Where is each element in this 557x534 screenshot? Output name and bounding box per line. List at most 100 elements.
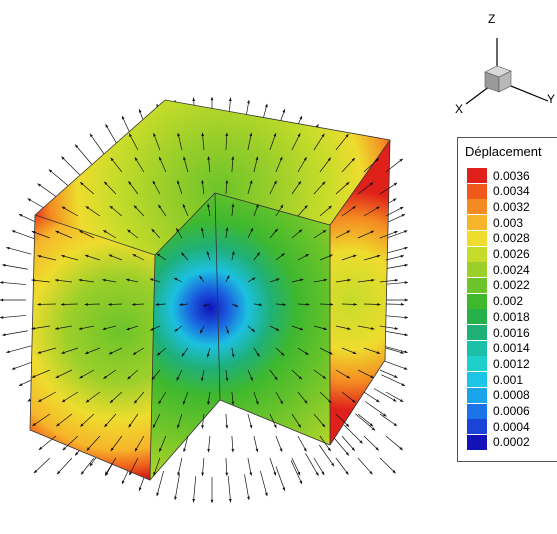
vector-head xyxy=(84,302,88,306)
vector-head xyxy=(345,452,349,456)
legend-entry: 0.0006 xyxy=(467,403,530,419)
vector-head xyxy=(404,333,408,337)
vector-head xyxy=(255,156,259,161)
vector-head xyxy=(159,156,162,161)
vector-head xyxy=(38,446,43,450)
vector-head xyxy=(108,351,113,355)
vector-head xyxy=(279,448,283,452)
vector-head xyxy=(370,375,374,378)
vector-head xyxy=(121,480,125,484)
vector-head xyxy=(231,203,235,208)
legend-entry: 0.0002 xyxy=(467,434,530,450)
legend-swatch xyxy=(467,340,487,356)
vector-head xyxy=(321,133,325,138)
vector-shaft xyxy=(363,435,380,451)
vector-head xyxy=(207,448,211,453)
vector-head xyxy=(404,315,408,319)
vector-head xyxy=(247,100,250,104)
vector-head xyxy=(61,254,65,258)
right-outer-face xyxy=(330,140,390,445)
vector-head xyxy=(38,398,42,402)
vector-shaft xyxy=(80,457,95,475)
vector-head xyxy=(32,422,36,426)
vector-head xyxy=(0,298,4,302)
vector-head xyxy=(86,447,90,451)
vector-head xyxy=(200,227,204,231)
vector-head xyxy=(303,447,307,452)
vector-head xyxy=(79,375,83,379)
legend-swatch xyxy=(467,293,487,309)
vector-head xyxy=(85,351,89,354)
vector-head xyxy=(322,375,327,379)
vector-head xyxy=(331,462,335,467)
vector-head xyxy=(206,251,210,255)
vector-head xyxy=(328,205,332,209)
legend-entry: 0.0036 xyxy=(467,168,530,183)
vector-head xyxy=(328,399,332,404)
vector-shaft xyxy=(48,169,69,187)
vector-head xyxy=(157,352,161,356)
vector-head xyxy=(75,144,79,148)
vector-head xyxy=(181,353,185,357)
vector-head xyxy=(0,315,4,319)
vector-head xyxy=(276,278,280,282)
vector-head xyxy=(400,351,404,354)
legend-swatch xyxy=(467,309,487,325)
vector-head xyxy=(129,471,133,476)
vector-head xyxy=(207,203,210,208)
vector-head xyxy=(249,180,253,184)
vector-head xyxy=(370,327,375,330)
vector-head xyxy=(179,303,183,307)
legend-entry: 0.0018 xyxy=(467,309,530,325)
vector-head xyxy=(159,448,162,452)
vector-head xyxy=(18,214,23,217)
legend-value: 0.0024 xyxy=(493,262,530,277)
legend-swatch xyxy=(467,403,487,419)
vector-head xyxy=(306,303,310,306)
vector-head xyxy=(210,499,214,503)
vector-head xyxy=(226,275,230,279)
vector-head xyxy=(85,399,90,403)
vector-head xyxy=(404,298,408,302)
color-legend: Déplacement 0.0036 0.0034 0.0032 0.003 0.002… xyxy=(457,137,557,462)
vector-head xyxy=(108,302,112,306)
vector-shaft xyxy=(56,413,73,427)
vector-head xyxy=(201,472,205,476)
vector-shaft xyxy=(379,369,398,378)
vector-head xyxy=(2,263,6,267)
legend-swatch xyxy=(467,168,487,183)
legend-value: 0.0032 xyxy=(493,199,530,214)
vector-head xyxy=(80,182,84,186)
vector-head xyxy=(78,327,83,330)
legend-value: 0.0008 xyxy=(493,388,530,403)
vector-shaft xyxy=(364,401,387,417)
vector-head xyxy=(327,157,331,162)
vector-shaft xyxy=(56,457,73,475)
vector-head xyxy=(176,228,180,232)
vector-head xyxy=(345,134,349,138)
vector-head xyxy=(153,133,156,137)
legend-swatch xyxy=(467,262,487,278)
vector-head xyxy=(109,399,114,403)
vector-head xyxy=(297,424,301,428)
vector-shaft xyxy=(37,183,60,199)
vector-head xyxy=(89,462,93,467)
legend-swatch xyxy=(467,246,487,262)
vector-head xyxy=(231,156,235,160)
vector-shaft xyxy=(61,156,81,176)
legend-entry: 0.0016 xyxy=(467,325,530,340)
vector-head xyxy=(27,198,32,202)
vector-shaft xyxy=(38,435,57,451)
vector-head xyxy=(105,471,109,475)
vector-head xyxy=(346,230,351,234)
vector-shaft xyxy=(318,444,335,467)
vector-head xyxy=(369,423,374,427)
vector-head xyxy=(264,492,268,497)
vector-head xyxy=(304,400,308,404)
vector-shaft xyxy=(33,457,51,474)
vector-head xyxy=(375,158,379,162)
vector-head xyxy=(225,472,229,476)
vector-head xyxy=(138,487,142,491)
legend-value: 0.0026 xyxy=(493,247,530,261)
